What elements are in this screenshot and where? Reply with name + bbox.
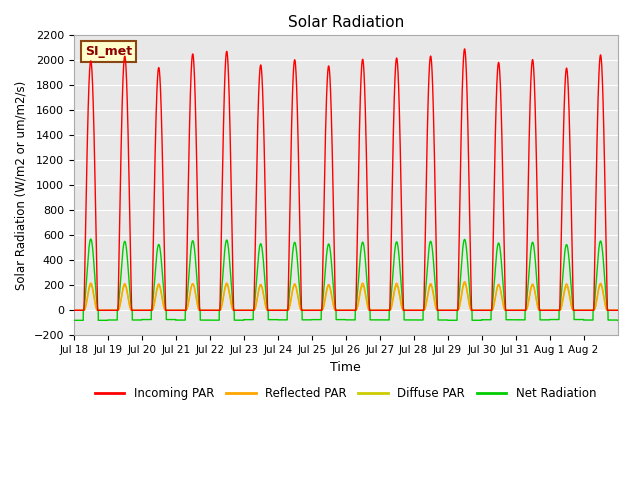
Title: Solar Radiation: Solar Radiation	[287, 15, 404, 30]
Y-axis label: Solar Radiation (W/m2 or um/m2/s): Solar Radiation (W/m2 or um/m2/s)	[15, 81, 28, 290]
X-axis label: Time: Time	[330, 360, 361, 373]
Text: SI_met: SI_met	[84, 45, 132, 58]
Legend: Incoming PAR, Reflected PAR, Diffuse PAR, Net Radiation: Incoming PAR, Reflected PAR, Diffuse PAR…	[90, 382, 601, 404]
